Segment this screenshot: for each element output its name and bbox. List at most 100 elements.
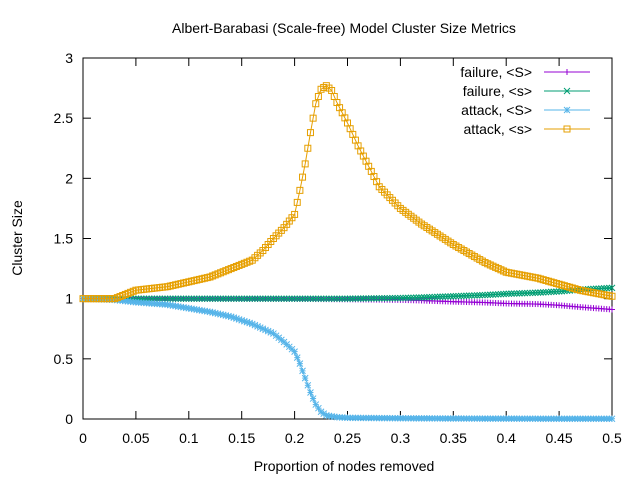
data-point xyxy=(174,295,182,303)
data-point xyxy=(304,295,312,303)
data-point xyxy=(185,295,193,303)
data-point xyxy=(312,401,320,408)
data-point xyxy=(434,293,441,301)
data-point xyxy=(206,295,214,303)
data-point xyxy=(328,295,335,303)
data-point xyxy=(344,295,351,303)
data-point xyxy=(397,294,404,302)
y-tick-label: 0.5 xyxy=(54,351,74,367)
data-point xyxy=(222,295,230,303)
data-point xyxy=(510,290,518,297)
data-point xyxy=(235,295,243,303)
legend-marker xyxy=(563,125,571,133)
data-point xyxy=(285,295,293,303)
legend-marker xyxy=(563,87,571,95)
data-point xyxy=(304,144,312,152)
x-tick-label: 0.45 xyxy=(545,430,572,446)
data-point xyxy=(214,295,222,303)
x-tick-label: 0.2 xyxy=(285,430,305,446)
data-point xyxy=(436,293,444,301)
legend-marker xyxy=(564,69,570,75)
data-point xyxy=(312,100,320,108)
legend-label: failure, <S> xyxy=(460,64,532,80)
data-point xyxy=(383,294,391,302)
data-point xyxy=(513,290,521,297)
data-point xyxy=(307,389,314,396)
data-point xyxy=(521,289,529,297)
data-point xyxy=(315,404,322,412)
data-point xyxy=(423,293,431,301)
data-point xyxy=(283,295,291,303)
data-point xyxy=(322,295,330,303)
data-point xyxy=(354,295,362,302)
data-point xyxy=(378,294,386,302)
data-point xyxy=(502,290,510,298)
data-point xyxy=(233,295,240,303)
data-point xyxy=(542,288,550,296)
data-point xyxy=(460,292,468,300)
data-point xyxy=(156,295,164,303)
data-point xyxy=(153,295,161,303)
data-point xyxy=(238,295,246,303)
data-point xyxy=(357,295,365,302)
data-point xyxy=(389,294,396,302)
data-point xyxy=(317,295,325,303)
data-point xyxy=(516,289,523,297)
data-point xyxy=(360,295,367,302)
legend-label: attack, <S> xyxy=(461,102,532,118)
data-point xyxy=(333,295,341,303)
data-point xyxy=(439,293,447,301)
series-2 xyxy=(79,295,616,423)
data-point xyxy=(217,295,224,303)
data-point xyxy=(481,291,489,299)
data-point xyxy=(518,289,526,297)
data-point xyxy=(330,295,338,303)
data-point xyxy=(293,295,301,303)
legend-item: failure, <s> xyxy=(463,83,590,99)
data-point xyxy=(336,295,343,303)
data-point xyxy=(415,294,423,301)
data-point xyxy=(553,288,560,295)
data-point xyxy=(243,295,251,303)
data-point xyxy=(609,306,615,313)
data-point xyxy=(338,295,346,303)
data-point xyxy=(164,295,171,303)
data-point xyxy=(420,294,428,301)
data-point xyxy=(457,292,465,300)
data-point xyxy=(306,129,314,137)
data-point xyxy=(314,93,322,101)
data-point xyxy=(209,295,216,303)
data-point xyxy=(375,294,383,302)
data-point xyxy=(386,294,394,302)
data-point xyxy=(296,295,304,303)
data-point xyxy=(455,292,462,300)
y-axis: 0 0.5 1 1.5 2 2.5 3 xyxy=(54,50,612,427)
data-point xyxy=(148,295,156,303)
data-point xyxy=(299,295,306,303)
x-tick-label: 0.3 xyxy=(391,430,411,446)
chart-title: Albert-Barabasi (Scale-free) Model Clust… xyxy=(172,20,516,36)
series-line xyxy=(82,298,612,420)
data-point xyxy=(275,295,283,303)
data-point xyxy=(352,295,359,302)
legend-item: attack, <S> xyxy=(461,102,590,118)
data-point xyxy=(172,295,179,303)
data-point xyxy=(534,289,542,297)
data-point xyxy=(209,309,216,316)
data-point xyxy=(256,295,264,303)
data-point xyxy=(505,290,513,298)
data-point xyxy=(442,293,449,300)
data-point xyxy=(193,295,201,303)
data-point xyxy=(272,295,280,303)
data-point xyxy=(508,290,515,298)
x-axis-label: Proportion of nodes removed xyxy=(254,458,435,474)
data-point xyxy=(288,295,296,303)
data-point xyxy=(320,295,328,303)
data-point xyxy=(301,295,309,303)
data-point xyxy=(240,295,248,303)
data-point xyxy=(500,290,507,298)
y-tick-label: 2.5 xyxy=(54,110,74,126)
data-point xyxy=(471,292,478,299)
data-point xyxy=(259,295,267,303)
data-point xyxy=(531,289,539,297)
